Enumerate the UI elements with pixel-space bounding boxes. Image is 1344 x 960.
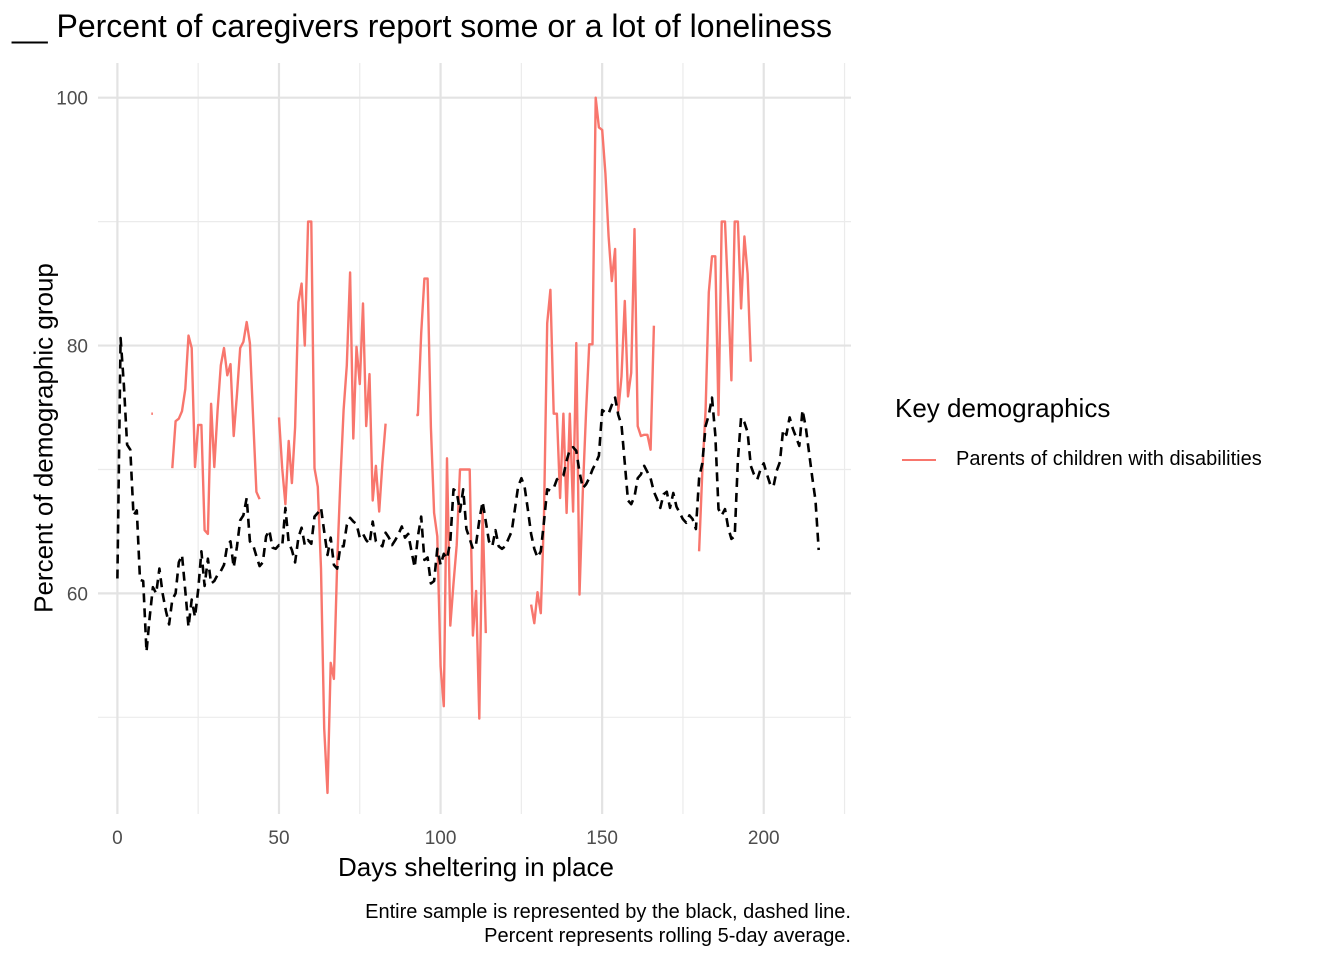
- series-line-segment: [529, 96, 656, 625]
- legend-label: Parents of children with disabilities: [956, 448, 1262, 470]
- legend: Key demographics Parents of children wit…: [895, 393, 1262, 470]
- caption-line-2: Percent represents rolling 5-day average…: [484, 925, 851, 947]
- grid-lines: [98, 63, 851, 814]
- series-entire-sample: [116, 336, 820, 654]
- x-tick-label: 150: [586, 828, 618, 849]
- tick-labels: 0 50 100 150 200 60 80 100: [56, 89, 779, 849]
- y-tick-label: 80: [67, 337, 88, 358]
- y-axis-label: Percent of demographic group: [28, 263, 59, 613]
- y-tick-label: 60: [67, 584, 88, 605]
- legend-title: Key demographics: [895, 393, 1111, 423]
- x-tick-label: 200: [748, 828, 780, 849]
- y-tick-label: 100: [56, 89, 88, 110]
- series-line-segment: [697, 220, 752, 552]
- x-tick-label: 100: [425, 828, 457, 849]
- series-line-segment: [116, 336, 820, 654]
- chart-caption: Entire sample is represented by the blac…: [365, 900, 851, 948]
- legend-item-parents-disabilities: Parents of children with disabilities: [902, 448, 1262, 471]
- x-axis-label: Days sheltering in place: [337, 852, 615, 882]
- legend-swatch: [902, 458, 936, 461]
- series-layer: [116, 96, 820, 795]
- series-line-segment: [171, 320, 261, 536]
- series-line-segment: [277, 220, 387, 795]
- series-line-segment: [416, 277, 487, 720]
- chart-title: __ Percent of caregivers report some or …: [12, 8, 832, 44]
- x-tick-label: 0: [112, 828, 123, 849]
- caption-line-1: Entire sample is represented by the blac…: [365, 901, 851, 923]
- x-tick-label: 50: [268, 828, 289, 849]
- series-parents-of-children-with-disabilities: [151, 96, 752, 795]
